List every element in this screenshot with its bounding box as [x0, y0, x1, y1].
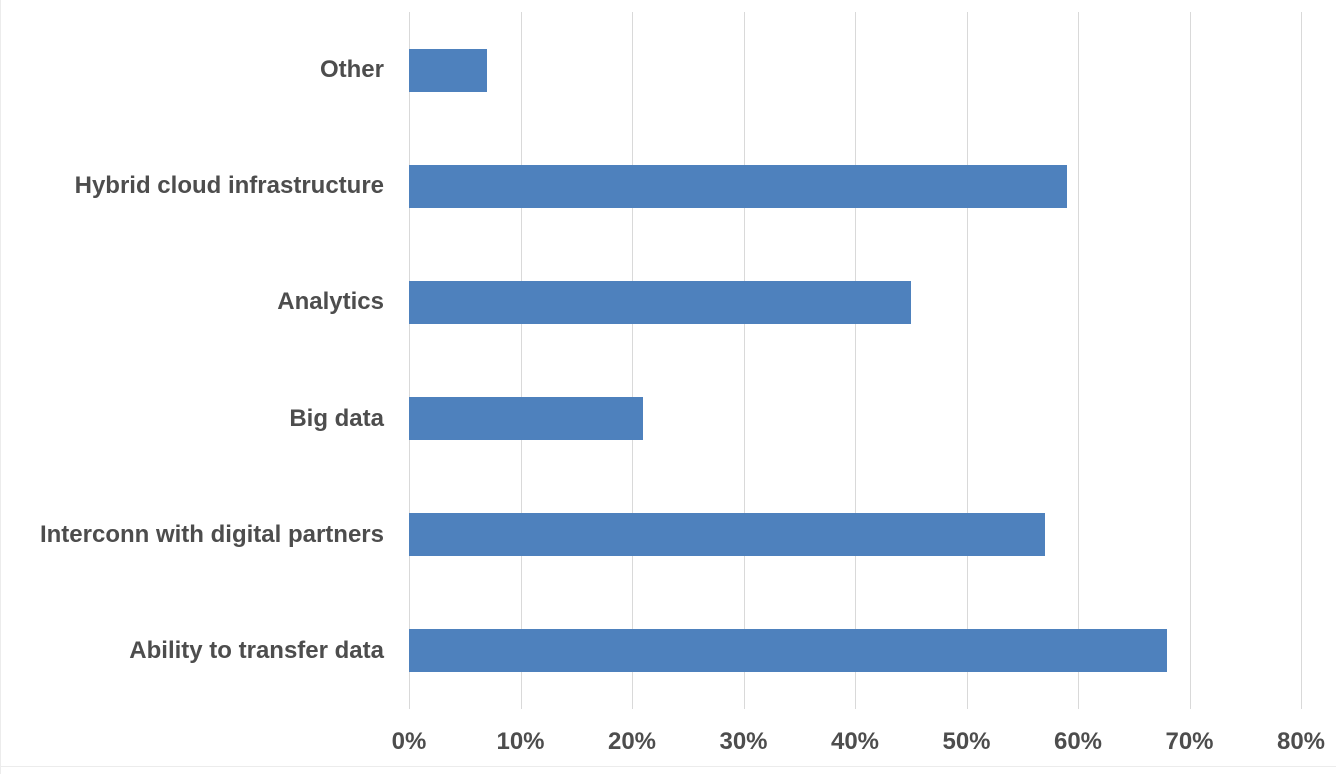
gridline	[520, 12, 522, 709]
bar-row	[409, 12, 1301, 128]
bar-row	[409, 477, 1301, 593]
bar	[409, 397, 644, 441]
x-tick-label: 40%	[830, 728, 880, 755]
category-label: Hybrid cloud infrastructure	[74, 172, 384, 200]
gridline	[966, 12, 968, 709]
gridline	[1078, 12, 1079, 709]
x-tick-label: 0%	[391, 728, 427, 755]
x-tick-label: 10%	[496, 728, 545, 755]
gridline	[1301, 12, 1302, 709]
bar-row	[409, 128, 1301, 244]
gridline	[1189, 12, 1191, 709]
x-tick-label: 50%	[942, 728, 991, 755]
x-tick-label: 70%	[1165, 728, 1214, 755]
chart-bottom-border	[1, 766, 1336, 767]
bar	[409, 513, 1045, 557]
plot-area	[409, 12, 1302, 709]
category-labels: Other Hybrid cloud infrastructure Analytic…	[1, 12, 384, 709]
category-label: Interconn with digital partners	[39, 520, 384, 548]
x-tick-label: 30%	[719, 728, 768, 755]
bar-row	[409, 593, 1301, 709]
category-label: Ability to transfer data	[129, 636, 384, 664]
bar	[409, 629, 1168, 673]
category-label: Big data	[289, 404, 384, 432]
bar-series	[409, 12, 1301, 709]
bar-row	[409, 361, 1301, 477]
gridline	[409, 12, 410, 709]
gridline	[632, 12, 633, 709]
gridline	[743, 12, 745, 709]
category-label: Other	[319, 56, 384, 84]
bar	[409, 48, 488, 92]
x-axis: 0% 10% 20% 30% 40% 50% 60% 70% 80%	[392, 728, 1325, 762]
category-label: Analytics	[277, 288, 384, 316]
x-tick-label: 20%	[607, 728, 657, 755]
x-tick-label: 80%	[1276, 728, 1326, 755]
bar	[409, 280, 911, 324]
bar	[409, 164, 1067, 208]
bar-row	[409, 244, 1301, 360]
gridline	[855, 12, 856, 709]
x-tick-label: 60%	[1053, 728, 1103, 755]
